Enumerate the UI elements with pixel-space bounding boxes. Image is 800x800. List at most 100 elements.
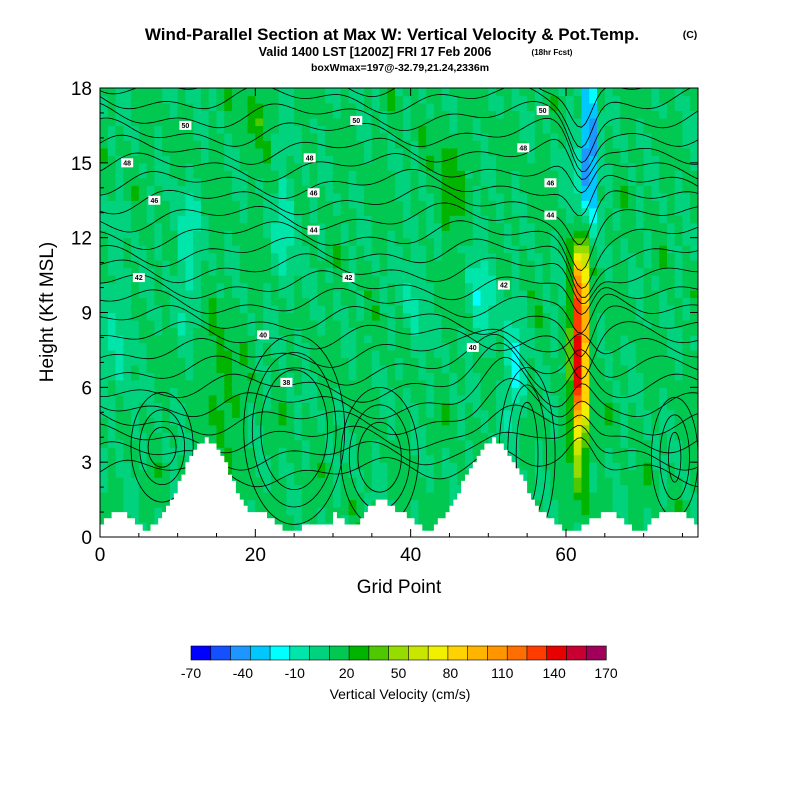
velocity-cell bbox=[612, 305, 621, 314]
velocity-cell bbox=[488, 260, 497, 269]
velocity-cell bbox=[666, 342, 676, 351]
velocity-cell bbox=[674, 132, 684, 141]
velocity-cell bbox=[348, 252, 357, 261]
velocity-cell bbox=[247, 312, 256, 321]
velocity-cell bbox=[581, 125, 590, 134]
velocity-cell bbox=[402, 484, 412, 493]
velocity-cell bbox=[107, 477, 117, 486]
velocity-cell bbox=[263, 260, 272, 269]
velocity-cell bbox=[387, 402, 396, 411]
velocity-cell bbox=[402, 372, 412, 381]
velocity-cell bbox=[597, 342, 606, 351]
velocity-cell bbox=[123, 260, 132, 269]
copyright-mark: (C) bbox=[683, 29, 698, 41]
velocity-cell bbox=[550, 170, 559, 179]
velocity-cell bbox=[193, 424, 202, 433]
velocity-cell bbox=[690, 155, 698, 164]
velocity-cell bbox=[433, 462, 443, 471]
velocity-cell bbox=[690, 282, 698, 291]
velocity-cell bbox=[379, 245, 388, 254]
velocity-cell bbox=[527, 170, 536, 179]
velocity-cell bbox=[100, 170, 109, 179]
velocity-cell bbox=[597, 260, 606, 269]
velocity-cell bbox=[488, 95, 497, 104]
velocity-cell bbox=[200, 207, 210, 216]
velocity-cell bbox=[177, 409, 187, 418]
colorbar-tick-label: 110 bbox=[491, 665, 514, 681]
velocity-cell bbox=[682, 462, 691, 471]
velocity-cell bbox=[534, 447, 544, 456]
velocity-cell bbox=[674, 102, 684, 112]
velocity-cell bbox=[597, 230, 606, 239]
velocity-cell bbox=[433, 95, 443, 104]
velocity-cell bbox=[332, 140, 342, 149]
velocity-cell bbox=[247, 88, 256, 97]
velocity-cell bbox=[480, 417, 489, 426]
velocity-cell bbox=[573, 110, 583, 119]
velocity-cell bbox=[224, 200, 233, 209]
velocity-cell bbox=[550, 147, 559, 156]
velocity-cell bbox=[356, 424, 365, 433]
velocity-cell bbox=[247, 282, 256, 291]
velocity-cell bbox=[340, 147, 350, 156]
velocity-cell bbox=[604, 379, 614, 388]
velocity-cell bbox=[597, 155, 606, 164]
velocity-cell bbox=[162, 125, 171, 134]
velocity-cell bbox=[332, 387, 342, 396]
velocity-cell bbox=[402, 290, 412, 299]
velocity-cell bbox=[550, 252, 559, 261]
velocity-cell bbox=[472, 245, 482, 254]
velocity-cell bbox=[294, 469, 303, 478]
velocity-cell bbox=[659, 95, 668, 104]
velocity-cell bbox=[488, 312, 497, 321]
velocity-cell bbox=[146, 357, 155, 366]
velocity-cell bbox=[457, 275, 466, 284]
velocity-cell bbox=[581, 132, 590, 141]
velocity-cell bbox=[146, 379, 155, 388]
velocity-cell bbox=[573, 364, 583, 373]
velocity-cell bbox=[371, 147, 381, 156]
velocity-cell bbox=[162, 484, 171, 493]
velocity-cell bbox=[278, 484, 287, 493]
velocity-cell bbox=[154, 297, 163, 306]
velocity-cell bbox=[162, 334, 171, 344]
velocity-cell bbox=[395, 260, 404, 269]
velocity-cell bbox=[332, 147, 342, 156]
velocity-cell bbox=[659, 469, 668, 478]
velocity-cell bbox=[558, 349, 567, 358]
velocity-cell bbox=[286, 177, 295, 186]
velocity-cell bbox=[154, 260, 163, 269]
velocity-cell bbox=[550, 200, 559, 209]
velocity-cell bbox=[496, 252, 505, 261]
velocity-cell bbox=[309, 447, 319, 456]
velocity-cell bbox=[387, 484, 396, 493]
velocity-cell bbox=[169, 88, 179, 97]
velocity-cell bbox=[659, 177, 668, 186]
velocity-cell bbox=[325, 342, 334, 351]
velocity-cell bbox=[418, 162, 427, 171]
velocity-cell bbox=[628, 417, 637, 426]
velocity-cell bbox=[278, 260, 287, 269]
velocity-cell bbox=[635, 432, 645, 441]
velocity-cell bbox=[325, 432, 334, 441]
velocity-cell bbox=[449, 454, 458, 463]
velocity-cell bbox=[604, 222, 614, 231]
velocity-cell bbox=[263, 267, 272, 276]
velocity-cell bbox=[177, 417, 187, 426]
velocity-cell bbox=[682, 252, 691, 261]
velocity-cell bbox=[597, 439, 606, 448]
velocity-cell bbox=[146, 417, 155, 426]
velocity-cell bbox=[628, 492, 637, 501]
velocity-cell bbox=[581, 88, 590, 97]
velocity-cell bbox=[472, 117, 482, 127]
velocity-cell bbox=[565, 312, 575, 321]
velocity-cell bbox=[185, 155, 194, 164]
velocity-cell bbox=[604, 95, 614, 104]
velocity-cell bbox=[643, 342, 653, 351]
velocity-cell bbox=[597, 357, 606, 366]
velocity-cell bbox=[356, 95, 365, 104]
velocity-cell bbox=[193, 364, 202, 373]
velocity-cell bbox=[301, 409, 311, 418]
velocity-cell bbox=[565, 192, 575, 201]
velocity-cell bbox=[628, 207, 637, 216]
